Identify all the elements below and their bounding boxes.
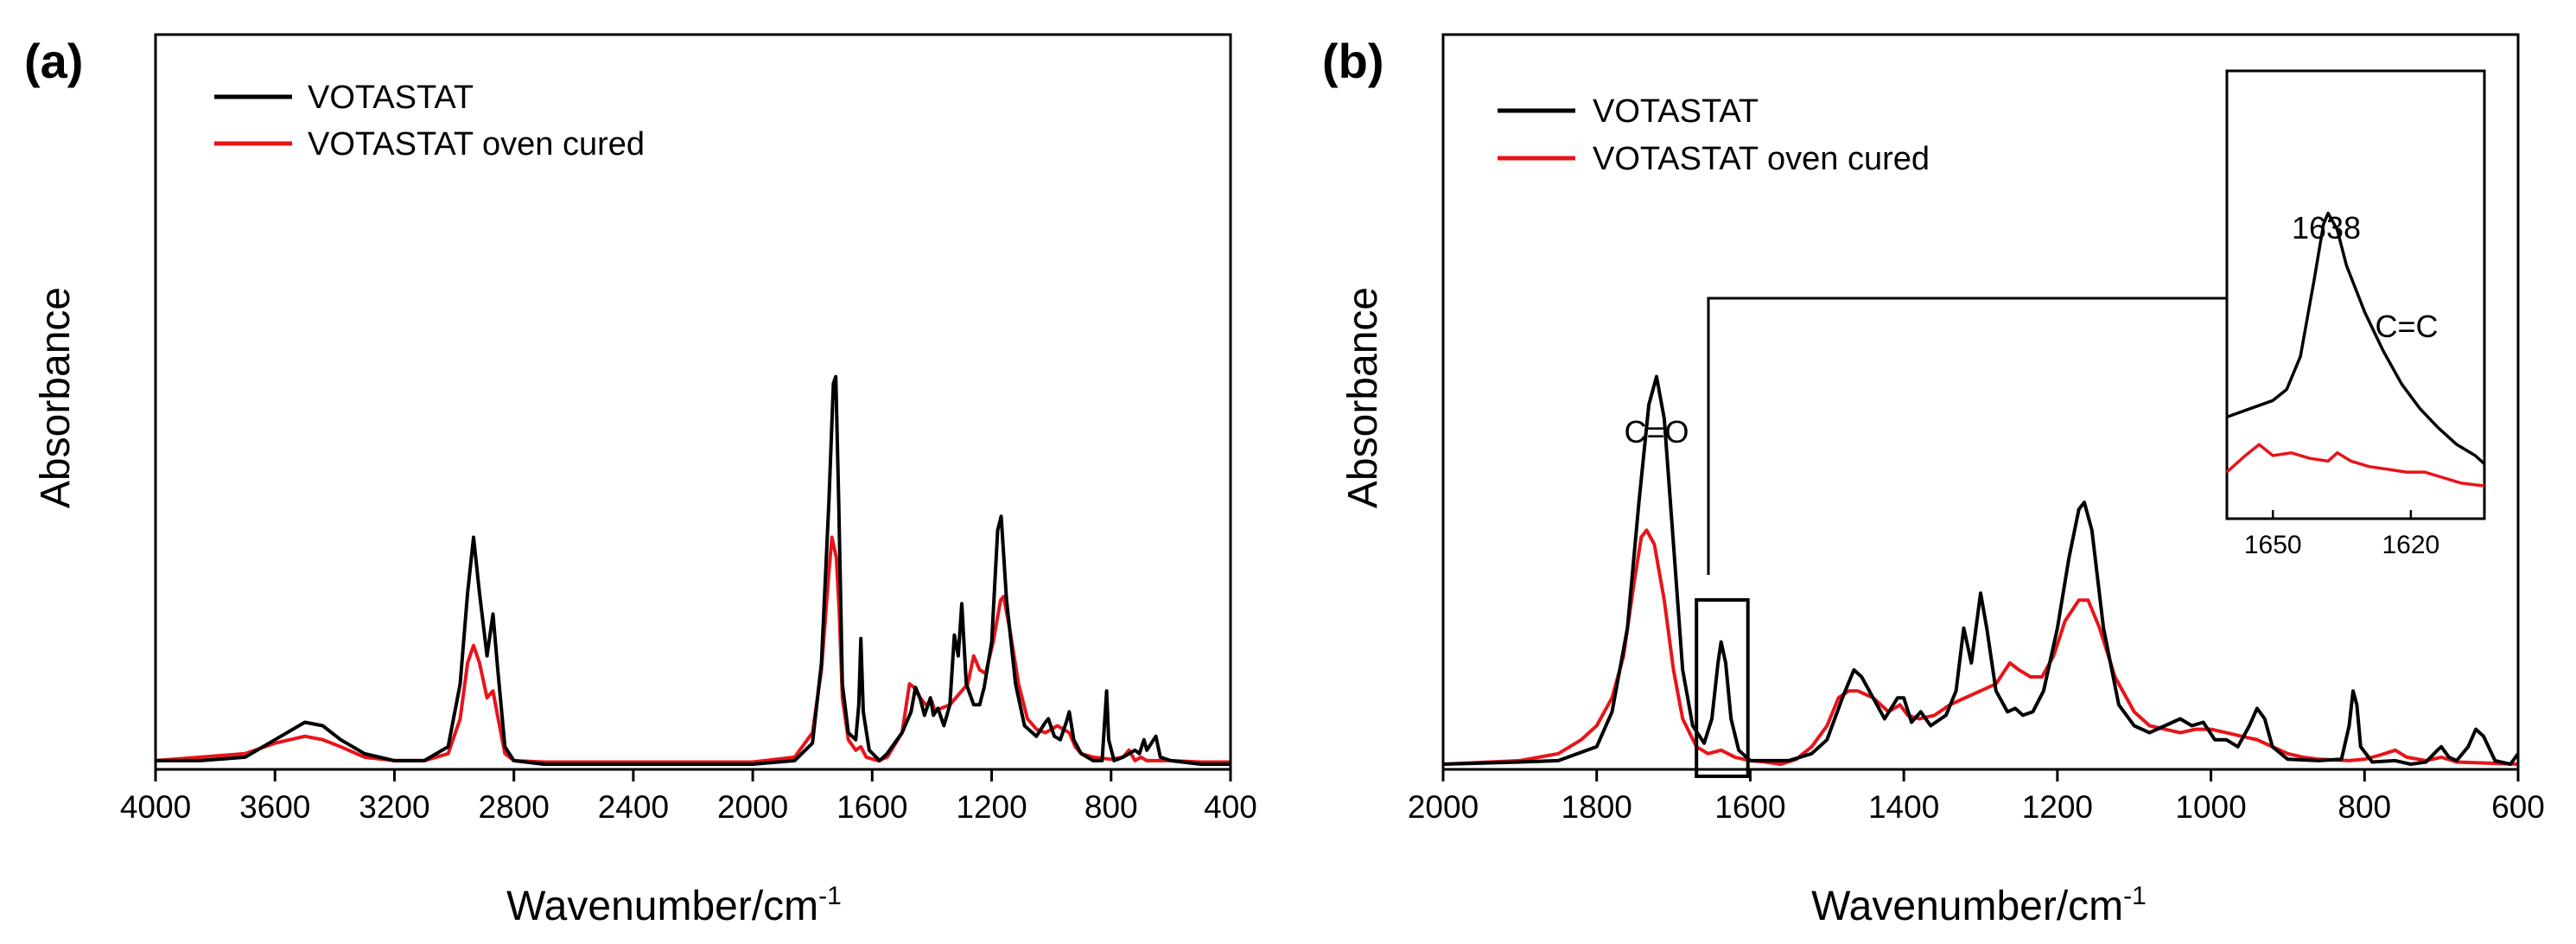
panel-b-inset: 1650 1620 1638 C=C <box>2225 69 2486 559</box>
panel-b-inset-connector <box>1707 297 2227 575</box>
panel-b-legend-label-1: VOTASTAT <box>1593 93 1759 130</box>
panel-b-x-tick-label: 2000 <box>1408 789 1479 825</box>
panel-a-x-tick-label: 3200 <box>359 789 429 825</box>
panel-b-x-tick-label: 1000 <box>2175 789 2246 825</box>
panel-b-highlight-box <box>1695 598 1750 778</box>
inset-cc-label: C=C <box>2375 309 2438 344</box>
panel-a-x-tick-label: 4000 <box>120 789 191 825</box>
panel-a-x-axis-title-sup: -1 <box>818 882 842 910</box>
panel-b-legend-label-2: VOTASTAT oven cured <box>1593 141 1930 177</box>
inset-x-tick-label: 1620 <box>2382 531 2439 559</box>
panel-a-x-axis-title-main: Wavenumber/cm <box>506 883 818 929</box>
panel-b-x-axis-title-main: Wavenumber/cm <box>1811 883 2123 929</box>
panel-a-x-axis: 4000 3600 3200 2800 2400 2000 1600 1200 800 400 <box>120 769 1257 825</box>
inset-series-line-1 <box>2226 211 2486 465</box>
panel-b-x-tick-label: 1800 <box>1562 789 1632 825</box>
panel-a-plot-frame <box>154 33 1232 771</box>
panel-b-legend: VOTASTAT VOTASTAT oven cured <box>1498 93 1930 177</box>
panel-b-x-axis-title-sup: -1 <box>2123 882 2147 910</box>
panel-a-x-tick-label: 2000 <box>717 789 788 825</box>
panel-b-x-tick-label: 600 <box>2491 789 2545 825</box>
panel-a-legend-label-2: VOTASTAT oven cured <box>308 126 645 163</box>
inset-x-tick-label: 1650 <box>2244 531 2302 559</box>
panel-a-x-tick-label: 1600 <box>836 789 907 825</box>
panel-b-series-line-1 <box>1442 374 2520 766</box>
panel-a-legend: VOTASTAT VOTASTAT oven cured <box>214 80 645 163</box>
panel-b: (b) Absorbance Wavenumber/cm-1 2000 1800 1… <box>1322 33 2545 929</box>
panel-a-series-line-2 <box>155 535 1231 764</box>
panel-a-x-tick-label: 2800 <box>479 789 550 825</box>
inset-frame <box>2225 69 2486 520</box>
inset-series-layer <box>2225 211 2486 488</box>
inset-peak-value-label: 1638 <box>2292 210 2361 246</box>
inset-series-line-2 <box>2225 443 2485 488</box>
panel-a-legend-label-1: VOTASTAT <box>308 80 474 116</box>
panel-a-y-axis-title: Absorbance <box>33 287 79 508</box>
panel-b-annotation-co: C=O <box>1624 414 1689 450</box>
inset-x-axis: 1650 1620 <box>2244 510 2439 559</box>
panel-b-x-tick-label: 1600 <box>1714 789 1785 825</box>
panel-b-label: (b) <box>1322 34 1384 88</box>
panel-b-series-line-2 <box>1442 528 2519 766</box>
panel-b-x-tick-label: 1400 <box>1868 789 1939 825</box>
panel-b-x-axis-title: Wavenumber/cm-1 <box>1811 882 2147 929</box>
panel-a-x-tick-label: 1200 <box>956 789 1027 825</box>
panel-a-x-axis-title: Wavenumber/cm-1 <box>506 882 842 929</box>
panel-b-x-axis: 2000 1800 1600 1400 1200 1000 800 600 <box>1408 769 2545 825</box>
panel-b-y-axis-title: Absorbance <box>1340 287 1386 508</box>
panel-a-x-tick-label: 3600 <box>239 789 310 825</box>
panel-b-x-tick-label: 1200 <box>2022 789 2093 825</box>
panel-a-x-tick-label: 2400 <box>598 789 669 825</box>
panel-a-label: (a) <box>24 34 83 88</box>
panel-a: (a) Absorbance Wavenumber/cm-1 4000 3600 3… <box>24 33 1257 929</box>
panel-b-plot-frame <box>1441 33 2520 771</box>
panel-a-x-tick-label: 800 <box>1084 789 1138 825</box>
panel-a-series-layer <box>155 374 1231 766</box>
panel-b-series-layer <box>1442 374 2520 766</box>
panel-a-x-tick-label: 400 <box>1204 789 1257 825</box>
panel-b-x-tick-label: 800 <box>2337 789 2391 825</box>
panel-a-series-line-1 <box>156 374 1231 766</box>
